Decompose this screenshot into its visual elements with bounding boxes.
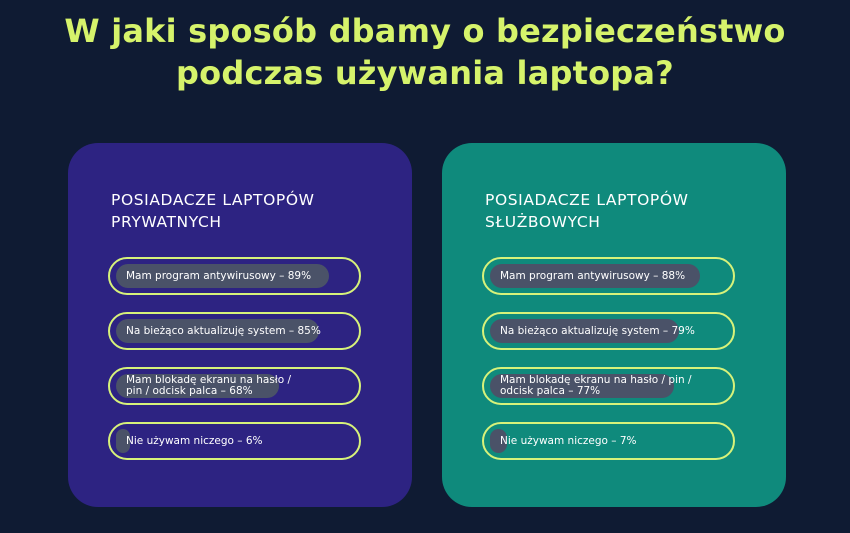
- card-title: POSIADACZE LAPTOPÓW PRYWATNYCH: [111, 189, 412, 233]
- bar-label-text: Nie używam niczego – 6%: [126, 434, 263, 447]
- card-title-line-2: SŁUŻBOWYCH: [485, 213, 601, 231]
- bar-label-text: Mam blokadę ekranu na hasło / pin / odci…: [126, 374, 292, 397]
- bar-row: Mam program antywirusowy – 88%: [482, 257, 735, 295]
- bar-label: Na bieżąco aktualizuję system – 79%: [500, 314, 725, 348]
- bar-fill: [116, 264, 329, 288]
- bar-label: Nie używam niczego – 7%: [500, 424, 725, 458]
- bar-label: Mam blokadę ekranu na hasło / pin / odci…: [126, 369, 351, 403]
- bar-row: Mam blokadę ekranu na hasło / pin / odci…: [108, 367, 361, 405]
- card-title-line-2: PRYWATNYCH: [111, 213, 222, 231]
- bar-label: Mam program antywirusowy – 89%: [126, 259, 351, 293]
- bar-label-text: Mam program antywirusowy – 89%: [126, 269, 312, 282]
- bar-fill: [116, 374, 279, 398]
- bar-label-text: Nie używam niczego – 7%: [500, 434, 637, 447]
- bar-row: Mam program antywirusowy – 89%: [108, 257, 361, 295]
- bar-label-text: Na bieżąco aktualizuję system – 79%: [500, 324, 695, 337]
- page-title-line-1: W jaki sposób dbamy o bezpieczeństwo: [64, 12, 786, 50]
- bar-row: Mam blokadę ekranu na hasło / pin / odci…: [482, 367, 735, 405]
- page-title: W jaki sposób dbamy o bezpieczeństwo pod…: [0, 10, 850, 94]
- card-private-laptops: POSIADACZE LAPTOPÓW PRYWATNYCH Mam progr…: [68, 143, 412, 507]
- bar-label-text: Mam blokadę ekranu na hasło / pin / odci…: [500, 374, 692, 397]
- card-title-line-1: POSIADACZE LAPTOPÓW: [111, 191, 315, 209]
- page-title-line-2: podczas używania laptopa?: [176, 54, 674, 92]
- bar-row: Nie używam niczego – 6%: [108, 422, 361, 460]
- card-business-laptops: POSIADACZE LAPTOPÓW SŁUŻBOWYCH Mam progr…: [442, 143, 786, 507]
- bar-label: Nie używam niczego – 6%: [126, 424, 351, 458]
- card-title: POSIADACZE LAPTOPÓW SŁUŻBOWYCH: [485, 189, 786, 233]
- bar-label: Na bieżąco aktualizuję system – 85%: [126, 314, 351, 348]
- bar-fill: [116, 429, 131, 453]
- bar-fill: [490, 319, 679, 343]
- bar-row: Nie używam niczego – 7%: [482, 422, 735, 460]
- bar-fill: [116, 319, 320, 343]
- bar-row: Na bieżąco aktualizuję system – 85%: [108, 312, 361, 350]
- card-title-line-1: POSIADACZE LAPTOPÓW: [485, 191, 689, 209]
- bar-row: Na bieżąco aktualizuję system – 79%: [482, 312, 735, 350]
- bar-label-text: Na bieżąco aktualizuję system – 85%: [126, 324, 321, 337]
- bar-fill: [490, 374, 675, 398]
- bar-label: Mam program antywirusowy – 88%: [500, 259, 725, 293]
- bar-fill: [490, 264, 701, 288]
- bar-fill: [490, 429, 507, 453]
- bar-label: Mam blokadę ekranu na hasło / pin / odci…: [500, 369, 725, 403]
- bar-label-text: Mam program antywirusowy – 88%: [500, 269, 686, 282]
